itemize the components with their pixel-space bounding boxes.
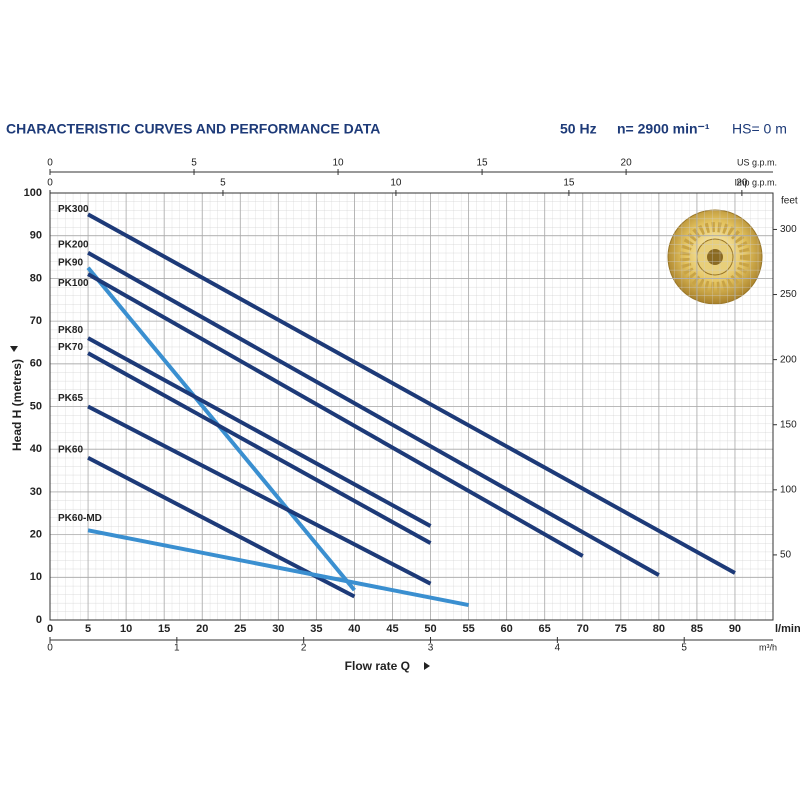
series-line (87, 272, 584, 558)
y-tick-label: 20 (30, 529, 42, 541)
arrow-icon (424, 662, 430, 670)
tick-label: 0 (47, 178, 53, 189)
suction-head: HS= 0 m (732, 121, 787, 137)
x-tick-label: 35 (310, 623, 322, 635)
tick-label: 15 (563, 178, 575, 189)
y-tick-label: 60 (30, 358, 42, 370)
y2-tick-label: 100 (780, 484, 797, 495)
x-tick-label: 75 (615, 623, 627, 635)
y-tick-label: 0 (36, 614, 42, 626)
x-tick-label: 25 (234, 623, 246, 635)
arrow-icon (10, 346, 18, 352)
frequency: 50 Hz (560, 121, 597, 137)
series-label: PK90 (58, 257, 83, 268)
y-tick-label: 40 (30, 443, 42, 455)
tick-label: 10 (332, 158, 344, 169)
x-tick-label: 45 (386, 623, 398, 635)
series-line (87, 251, 660, 577)
y-tick-label: 90 (30, 230, 42, 242)
y-tick-label: 80 (30, 272, 42, 284)
tick-label: 3 (428, 643, 434, 654)
series-line (87, 351, 432, 545)
series-label: PK200 (58, 239, 89, 250)
x-tick-label: 80 (653, 623, 665, 635)
x-tick-label: 10 (120, 623, 132, 635)
y2-tick-label: 150 (780, 419, 797, 430)
x-tick-label: 0 (47, 623, 53, 635)
tick-label: 0 (47, 643, 53, 654)
series-line (87, 528, 469, 608)
x-tick-label: 15 (158, 623, 170, 635)
speed: n= 2900 min⁻¹ (617, 121, 710, 137)
y-tick-label: 30 (30, 486, 42, 498)
series-label: PK300 (58, 204, 89, 215)
y2-tick-label: 250 (780, 289, 797, 300)
y-tick-label: 50 (30, 400, 42, 412)
tick-label: 20 (621, 158, 633, 169)
series-label: PK60-MD (58, 513, 102, 524)
series-line (87, 212, 736, 575)
y-axis-label: Head H (metres) (10, 359, 24, 451)
series-label: PK100 (58, 278, 89, 289)
x-tick-label: 55 (462, 623, 474, 635)
axis-unit: US g.p.m. (737, 157, 777, 167)
x-tick-label: 65 (539, 623, 551, 635)
x-tick-label: 20 (196, 623, 208, 635)
tick-label: 5 (681, 643, 687, 654)
tick-label: 1 (174, 643, 180, 654)
x-tick-label: 40 (348, 623, 360, 635)
x-tick-label: 85 (691, 623, 703, 635)
x-unit: l/min (775, 623, 800, 635)
chart-title: CHARACTERISTIC CURVES AND PERFORMANCE DA… (6, 121, 380, 137)
tick-label: 10 (390, 178, 402, 189)
x-tick-label: 70 (577, 623, 589, 635)
series-label: PK60 (58, 444, 83, 455)
tick-label: 5 (220, 178, 226, 189)
y-tick-label: 10 (30, 571, 42, 583)
x-tick-label: 60 (501, 623, 513, 635)
tick-label: 5 (191, 158, 197, 169)
tick-label: 0 (47, 158, 53, 169)
x-tick-label: 5 (85, 623, 91, 635)
y-tick-label: 100 (24, 187, 42, 199)
y2-tick-label: 50 (780, 550, 792, 561)
x-tick-label: 50 (424, 623, 436, 635)
x-axis-label: Flow rate Q (345, 659, 410, 673)
axis-unit: m³/h (759, 642, 777, 652)
series-label: PK65 (58, 393, 83, 404)
tick-label: 2 (301, 643, 307, 654)
tick-label: 20 (736, 178, 748, 189)
x-tick-label: 90 (729, 623, 741, 635)
series-line (87, 336, 432, 528)
tick-label: 15 (477, 158, 489, 169)
series-label: PK70 (58, 342, 83, 353)
series-label: PK80 (58, 325, 83, 336)
y2-axis-label: feet (781, 196, 798, 207)
y2-tick-label: 300 (780, 224, 797, 235)
axis-unit: Imp g.p.m. (734, 177, 777, 187)
y-tick-label: 70 (30, 315, 42, 327)
tick-label: 4 (555, 643, 561, 654)
y2-tick-label: 200 (780, 354, 797, 365)
series-line (87, 404, 432, 586)
x-tick-label: 30 (272, 623, 284, 635)
